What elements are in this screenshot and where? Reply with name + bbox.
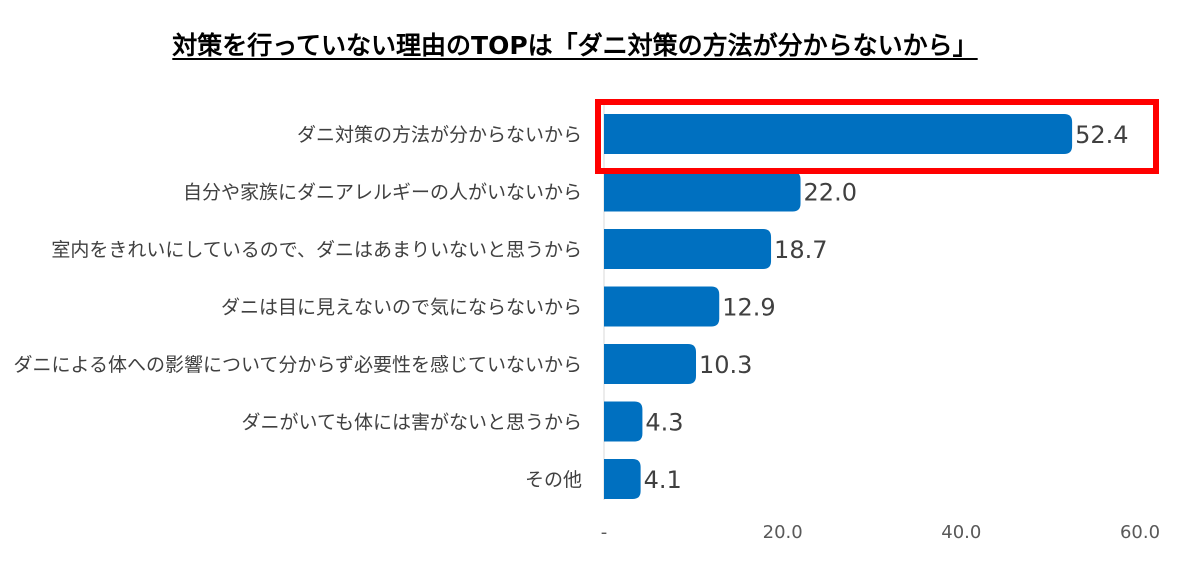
value-label-4: 10.3 xyxy=(699,351,752,379)
category-label-6: その他 xyxy=(525,469,582,491)
bar-6 xyxy=(604,459,641,499)
bar-2 xyxy=(604,229,772,269)
value-label-1: 22.0 xyxy=(804,179,857,207)
category-label-0: ダニ対策の方法が分からないから xyxy=(297,124,582,146)
category-label-3: ダニは目に見えないので気にならないから xyxy=(221,297,582,319)
value-label-0: 52.4 xyxy=(1075,121,1128,149)
value-label-5: 4.3 xyxy=(645,409,683,437)
category-label-1: 自分や家族にダニアレルギーの人がいないから xyxy=(183,182,582,204)
bar-5 xyxy=(604,401,643,442)
x-tick-label-2: 40.0 xyxy=(941,522,981,543)
category-label-2: 室内をきれいにしているので、ダニはあまりいないと思うから xyxy=(51,239,582,261)
labels-layer: ダニ対策の方法が分からないから 52.4 自分や家族にダニアレルギーの人がいないから… xyxy=(14,99,1159,494)
x-axis-ticks: - 20.0 40.0 60.0 xyxy=(601,522,1160,543)
x-tick-label-0: - xyxy=(601,522,608,543)
bar-4 xyxy=(604,344,697,384)
x-tick-label-1: 20.0 xyxy=(763,522,803,543)
value-label-2: 18.7 xyxy=(774,236,827,264)
bars-layer xyxy=(603,100,1073,500)
bar-1 xyxy=(604,171,801,212)
highlight-frame xyxy=(595,99,1159,174)
bar-3 xyxy=(604,286,720,327)
chart-title: 対策を行っていない理由のTOPは「ダニ対策の方法が分からないから」 xyxy=(172,31,978,60)
category-label-5: ダニがいても体には害がないと思うから xyxy=(242,412,582,434)
value-label-3: 12.9 xyxy=(722,294,775,322)
bar-0 xyxy=(604,114,1073,154)
value-label-6: 4.1 xyxy=(644,466,682,494)
x-tick-label-3: 60.0 xyxy=(1120,522,1160,543)
category-label-4: ダニによる体への影響について分からず必要性を感じていないから xyxy=(14,354,582,376)
